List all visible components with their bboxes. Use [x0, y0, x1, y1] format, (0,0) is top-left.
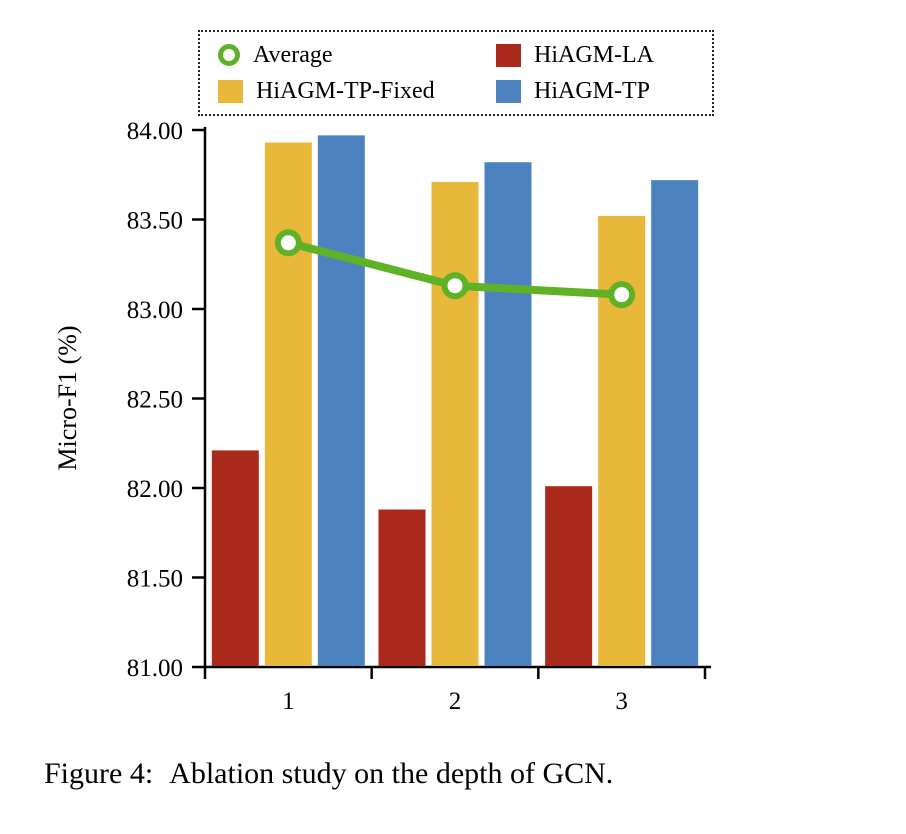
legend-item-average: Average: [218, 41, 496, 69]
bar-hiagm-tp-group-2: [484, 162, 532, 666]
figure-caption-text: Ablation study on the depth of GCN.: [169, 757, 614, 790]
legend-label: HiAGM-TP-Fixed: [256, 78, 435, 104]
y-tick-label: 81.00: [127, 655, 183, 682]
y-tick-label: 81.50: [127, 565, 183, 592]
average-marker-group-1: [274, 229, 302, 257]
average-marker-group-3: [608, 281, 636, 309]
y-tick-label: 82.50: [127, 386, 183, 413]
ablation-chart: Micro-F1 (%) 81.00 81.50 82.00 82.50 83.00 83…: [53, 118, 711, 715]
bar-hiagm-tp-group-3: [651, 180, 699, 666]
legend-square-marker: [496, 43, 521, 67]
bar-hiagm-tp-fixed-group-2: [431, 181, 479, 666]
legend-square-marker: [496, 79, 521, 103]
bar-hiagm-la-group-1: [211, 450, 259, 666]
legend-item-hiagm-la: HiAGM-LA: [496, 41, 696, 69]
legend-label: Average: [253, 42, 333, 68]
x-tick-label: 3: [615, 688, 628, 715]
figure-caption-label: Figure 4:: [44, 757, 154, 790]
legend-item-hiagm-tp-fixed: HiAGM-TP-Fixed: [218, 77, 496, 105]
y-axis-label: Micro-F1 (%): [53, 325, 82, 470]
y-tick-label: 82.00: [127, 476, 183, 503]
bar-hiagm-tp-group-1: [317, 135, 365, 666]
y-tick-label: 83.00: [127, 297, 183, 324]
legend-label: HiAGM-LA: [534, 42, 654, 68]
x-tick-label: 1: [282, 688, 295, 715]
legend-square-marker: [218, 79, 243, 103]
bar-hiagm-la-group-3: [545, 486, 593, 666]
x-tick-label: 2: [449, 688, 462, 715]
chart-legend: Average HiAGM-LA HiAGM-TP-Fixed HiAGM-TP: [198, 30, 714, 116]
legend-circle-marker: [218, 44, 240, 66]
y-tick-label: 84.00: [127, 118, 183, 145]
bar-hiagm-la-group-2: [378, 509, 426, 666]
bar-hiagm-tp-fixed-group-1: [264, 142, 312, 666]
average-marker-group-2: [441, 272, 469, 300]
legend-item-hiagm-tp: HiAGM-TP: [496, 77, 696, 105]
legend-label: HiAGM-TP: [534, 78, 651, 104]
y-tick-label: 83.50: [127, 207, 183, 234]
figure-caption: Figure 4: Ablation study on the depth of …: [44, 756, 613, 792]
